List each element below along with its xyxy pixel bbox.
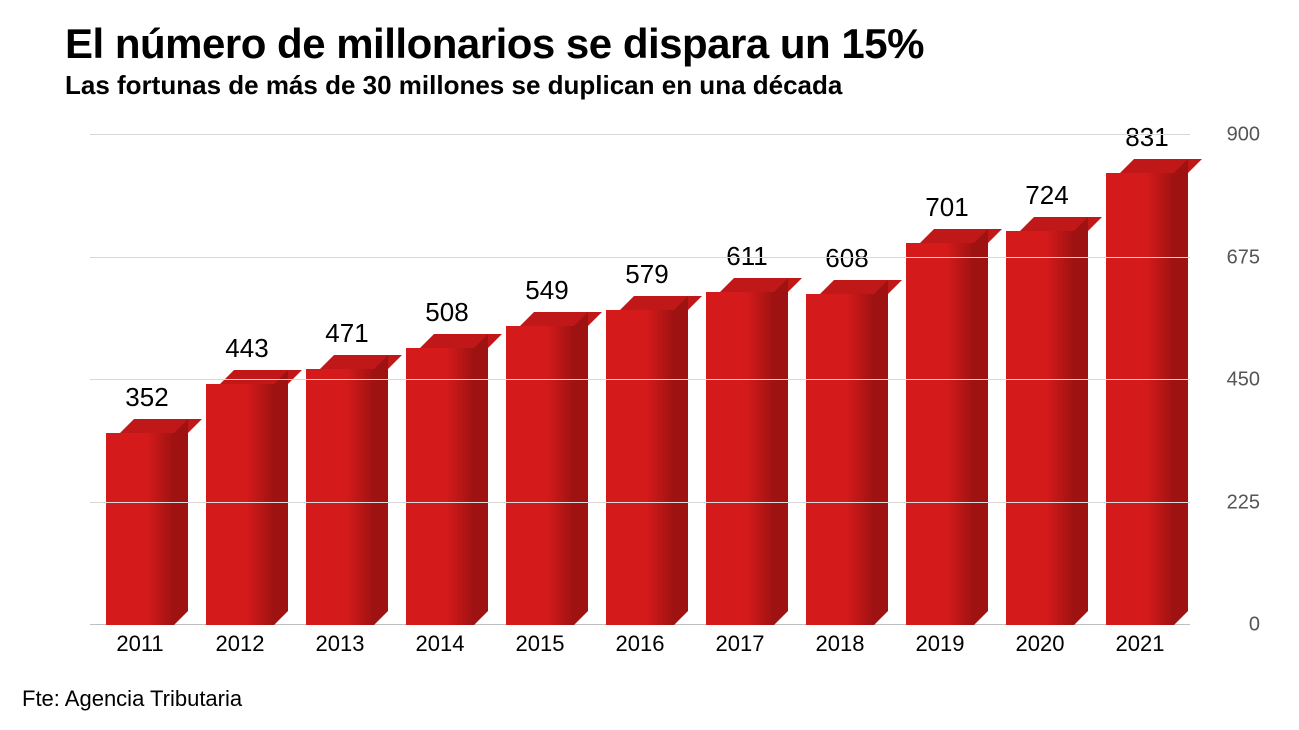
bar-side-face [974,229,988,625]
bar-side-face [1174,159,1188,625]
bar: 5492015 [506,326,574,625]
bar: 6112017 [706,292,774,625]
bar-slot: 3522011 [90,135,190,625]
y-tick-label: 450 [1227,369,1260,392]
bar-front-face [606,310,674,625]
bar-side-face [674,296,688,625]
bar: 8312021 [1106,173,1174,625]
bar-slot: 6082018 [790,135,890,625]
bar-side-face [374,355,388,625]
bar-value-label: 724 [987,180,1107,211]
gridline [90,379,1190,380]
bar-front-face [706,292,774,625]
bar-slot: 7242020 [990,135,1090,625]
bar: 4712013 [306,369,374,625]
bar-slot: 5082014 [390,135,490,625]
bar-side-face [274,370,288,625]
bar-side-face [574,312,588,625]
plot-area: 3522011 4432012 4712013 5082014 5492015 57920… [90,135,1190,625]
bar-front-face [806,294,874,625]
bar-side-face [774,278,788,625]
gridline [90,502,1190,503]
bar-value-label: 352 [87,382,207,413]
bar: 6082018 [806,294,874,625]
bar-category-label: 2021 [1080,631,1200,657]
y-tick-label: 0 [1249,614,1260,637]
chart-title: El número de millonarios se dispara un 1… [65,20,1299,68]
bar-front-face [506,326,574,625]
bar: 5082014 [406,348,474,625]
bar-front-face [1106,173,1174,625]
bar-value-label: 608 [787,243,907,274]
bar-front-face [106,433,174,625]
gridline [90,257,1190,258]
bar: 5792016 [606,310,674,625]
bar-slot: 8312021 [1090,135,1190,625]
bar-front-face [1006,231,1074,625]
bars-container: 3522011 4432012 4712013 5082014 5492015 57920… [90,135,1190,625]
bar-front-face [206,384,274,625]
bar-front-face [906,243,974,625]
bar-front-face [406,348,474,625]
bar-front-face [306,369,374,625]
bar-slot: 5792016 [590,135,690,625]
bar: 4432012 [206,384,274,625]
bar-side-face [874,280,888,625]
chart-subtitle: Las fortunas de más de 30 millones se du… [65,70,1299,101]
bar-side-face [1074,217,1088,625]
y-tick-label: 675 [1227,246,1260,269]
bar-slot: 4432012 [190,135,290,625]
bar: 3522011 [106,433,174,625]
bar-slot: 5492015 [490,135,590,625]
bar-side-face [174,419,188,625]
y-tick-label: 900 [1227,124,1260,147]
bar-slot: 7012019 [890,135,990,625]
source-label: Fte: Agencia Tributaria [22,686,242,712]
gridline [90,134,1190,135]
bar: 7242020 [1006,231,1074,625]
chart-area: 3522011 4432012 4712013 5082014 5492015 57920… [70,135,1260,665]
bar-value-label: 831 [1087,122,1207,153]
bar: 7012019 [906,243,974,625]
bar-top-face [1120,159,1202,173]
y-tick-label: 225 [1227,491,1260,514]
y-axis: 0225450675900 [1200,135,1260,625]
bar-slot: 6112017 [690,135,790,625]
bar-slot: 4712013 [290,135,390,625]
